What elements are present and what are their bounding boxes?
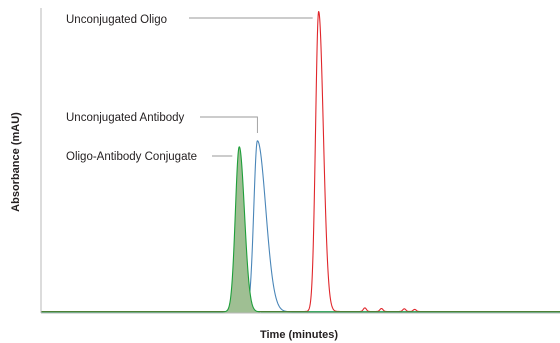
annotation-oligo-label: Unconjugated Oligo xyxy=(66,14,167,26)
annotation-antibody-label: Unconjugated Antibody xyxy=(66,112,185,124)
annotation-conjugate-label: Oligo-Antibody Conjugate xyxy=(66,151,197,163)
x-axis-title: Time (minutes) xyxy=(260,329,338,341)
series-conjugate-line xyxy=(40,146,560,313)
annotation-antibody-leader xyxy=(200,116,258,133)
plot-area xyxy=(40,10,560,313)
series-antibody-line xyxy=(40,140,560,313)
peak-annotations: Unconjugated Oligo Unconjugated Antibody O… xyxy=(66,14,313,163)
y-axis-title: Absorbance (mAU) xyxy=(10,112,22,212)
